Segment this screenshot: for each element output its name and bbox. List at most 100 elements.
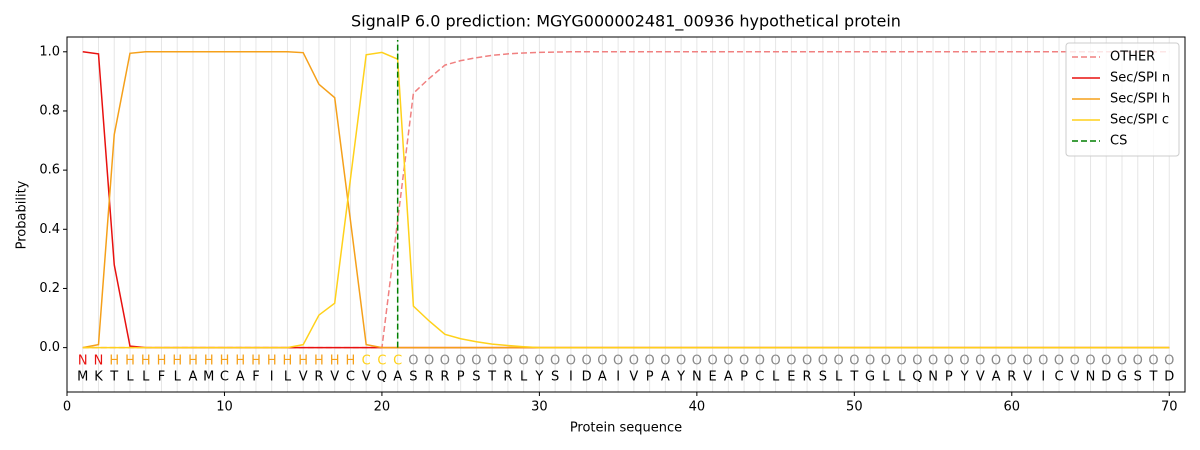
residue: P (945, 370, 953, 385)
residue: C (755, 370, 764, 385)
residue-label: O (896, 354, 906, 369)
x-tick-label: 60 (1004, 400, 1021, 415)
residue-label: O (912, 354, 922, 369)
residue-label: O (660, 354, 670, 369)
residue: F (252, 370, 259, 385)
residue: T (849, 370, 858, 385)
series-line (82, 51, 1170, 349)
residue-label: O (597, 354, 607, 369)
residue-label: O (707, 354, 717, 369)
residue: L (142, 370, 150, 385)
residue: I (1041, 370, 1045, 385)
residue: I (569, 370, 573, 385)
plot-frame (66, 36, 1186, 393)
series-line (82, 51, 1170, 349)
residue: I (270, 370, 274, 385)
residue: V (299, 370, 308, 385)
residue: V (330, 370, 339, 385)
residue: F (158, 370, 165, 385)
residue-label: O (928, 354, 938, 369)
residue-label: O (629, 354, 639, 369)
residue: I (616, 370, 620, 385)
series-line (82, 51, 1170, 349)
residue: Q (377, 370, 387, 385)
residue-label: H (204, 354, 214, 369)
y-tick-label: 0.0 (39, 340, 60, 355)
residue-label: H (220, 354, 230, 369)
residue: E (787, 370, 795, 385)
residue-label: H (330, 354, 340, 369)
residue-label: O (487, 354, 497, 369)
x-tick-label: 0 (63, 400, 71, 415)
residue: P (646, 370, 654, 385)
residue-label: O (833, 354, 843, 369)
series-line (82, 51, 1170, 349)
residue-label: O (865, 354, 875, 369)
residue: T (109, 370, 118, 385)
residue: A (393, 370, 402, 385)
residue-label: H (141, 354, 151, 369)
residue: M (77, 370, 88, 385)
residue-label: C (362, 354, 371, 369)
residue-label: H (235, 354, 245, 369)
residue: L (882, 370, 890, 385)
residue-label: H (157, 354, 167, 369)
residue: Y (960, 370, 969, 385)
residue: L (174, 370, 182, 385)
residue-label: O (534, 354, 544, 369)
residue: S (409, 370, 417, 385)
residue: D (582, 370, 592, 385)
legend: OTHER Sec/SPI n Sec/SPI h Sec/SPI c CS (1065, 42, 1180, 157)
residue-label: H (109, 354, 119, 369)
residue-label: N (78, 354, 88, 369)
residue-label: O (519, 354, 529, 369)
residue-label: N (94, 354, 104, 369)
residue-label: O (818, 354, 828, 369)
residue: Y (534, 370, 543, 385)
residue-label: O (1101, 354, 1111, 369)
residue-label: O (613, 354, 623, 369)
residue: G (1117, 370, 1127, 385)
y-tick-label: 0.8 (39, 103, 60, 118)
residue: V (629, 370, 638, 385)
residue: Q (912, 370, 922, 385)
residue-label: O (723, 354, 733, 369)
residue-label: O (849, 354, 859, 369)
residue-label: O (881, 354, 891, 369)
residue: D (1164, 370, 1174, 385)
residue-label: O (582, 354, 592, 369)
residue-label: O (424, 354, 434, 369)
residue: L (835, 370, 843, 385)
residue: Y (676, 370, 685, 385)
residue: S (819, 370, 827, 385)
x-tick-label: 30 (531, 400, 548, 415)
legend-label: CS (1110, 134, 1127, 149)
residue-label: O (739, 354, 749, 369)
residue-label: H (298, 354, 308, 369)
residue: K (94, 370, 103, 385)
x-tick-label: 10 (216, 400, 233, 415)
residue-label: O (1164, 354, 1174, 369)
residue: V (1023, 370, 1032, 385)
residue: L (284, 370, 292, 385)
residue-label: O (1133, 354, 1143, 369)
residue: N (692, 370, 702, 385)
residue-label: O (1070, 354, 1080, 369)
residue: L (772, 370, 780, 385)
residue: S (472, 370, 480, 385)
residue-label: O (944, 354, 954, 369)
residue-label: O (456, 354, 466, 369)
residue: A (661, 370, 670, 385)
residue: S (551, 370, 559, 385)
y-tick-label: 1.0 (39, 44, 60, 59)
residue: C (346, 370, 355, 385)
residue: T (487, 370, 496, 385)
residue-label: O (991, 354, 1001, 369)
residue: P (457, 370, 465, 385)
residue-label: O (1085, 354, 1095, 369)
residue-label: O (676, 354, 686, 369)
residue: E (708, 370, 716, 385)
residue-label: C (393, 354, 402, 369)
residue-label: H (172, 354, 182, 369)
